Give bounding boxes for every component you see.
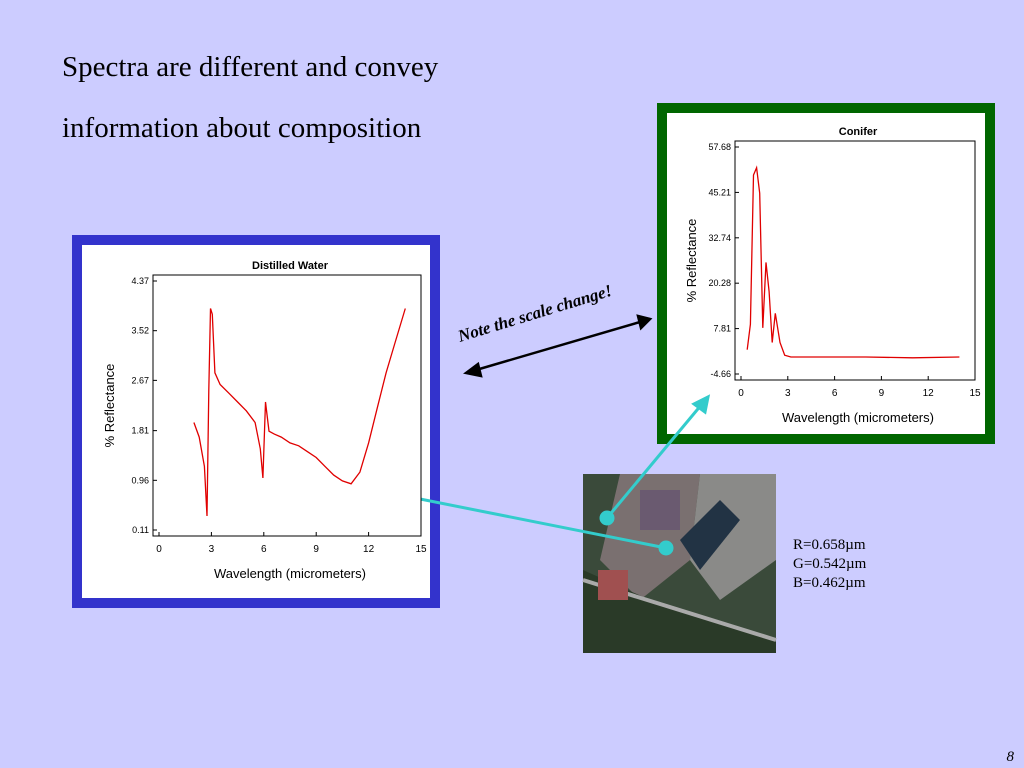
x-tick-label: 0 bbox=[738, 388, 744, 399]
x-tick-label: 6 bbox=[261, 544, 267, 555]
y-tick-label: 57.68 bbox=[708, 142, 731, 152]
band-label: R=0.658µm bbox=[793, 537, 866, 553]
band-label: B=0.462µm bbox=[793, 575, 866, 591]
x-tick-label: 15 bbox=[969, 388, 981, 399]
x-tick-label: 0 bbox=[156, 544, 162, 555]
y-tick-label: 2.67 bbox=[131, 375, 149, 385]
plot-area bbox=[152, 274, 422, 537]
x-tick-label: 9 bbox=[313, 544, 319, 555]
x-tick-label: 3 bbox=[209, 544, 215, 555]
satellite-image bbox=[582, 474, 777, 653]
y-axis-label: % Reflectance bbox=[102, 364, 117, 448]
slide-title: information about composition bbox=[62, 112, 422, 144]
x-axis-label: Wavelength (micrometers) bbox=[782, 410, 934, 425]
y-tick-label: 3.52 bbox=[131, 326, 149, 336]
slide-title: Spectra are different and convey bbox=[62, 51, 439, 83]
pointer-arrows bbox=[376, 394, 711, 556]
plot-area bbox=[734, 140, 976, 381]
y-tick-label: 0.11 bbox=[132, 525, 149, 535]
spectrum-line bbox=[746, 165, 960, 359]
x-tick-label: 3 bbox=[785, 388, 791, 399]
y-tick-label: 4.37 bbox=[131, 276, 149, 286]
double-arrow bbox=[463, 314, 653, 378]
x-tick-label: 15 bbox=[415, 544, 427, 555]
x-tick-label: 9 bbox=[879, 388, 885, 399]
x-axis-label: Wavelength (micrometers) bbox=[214, 566, 366, 581]
y-axis-label: % Reflectance bbox=[684, 219, 699, 303]
y-tick-label: 1.81 bbox=[131, 426, 149, 436]
y-tick-label: 7.81 bbox=[713, 324, 731, 334]
spectrum-line bbox=[193, 308, 406, 517]
y-tick-label: 32.74 bbox=[708, 233, 731, 243]
chart-title: Conifer bbox=[839, 126, 878, 138]
y-tick-label: -4.66 bbox=[710, 369, 731, 379]
y-tick-label: 20.28 bbox=[708, 278, 731, 288]
y-tick-label: 0.96 bbox=[131, 475, 149, 485]
page-number: 8 bbox=[1007, 749, 1015, 765]
chart-title: Distilled Water bbox=[252, 260, 329, 272]
x-tick-label: 6 bbox=[832, 388, 838, 399]
x-tick-label: 12 bbox=[923, 388, 935, 399]
x-tick-label: 12 bbox=[363, 544, 375, 555]
y-tick-label: 45.21 bbox=[708, 187, 731, 197]
band-label: G=0.542µm bbox=[793, 556, 867, 572]
